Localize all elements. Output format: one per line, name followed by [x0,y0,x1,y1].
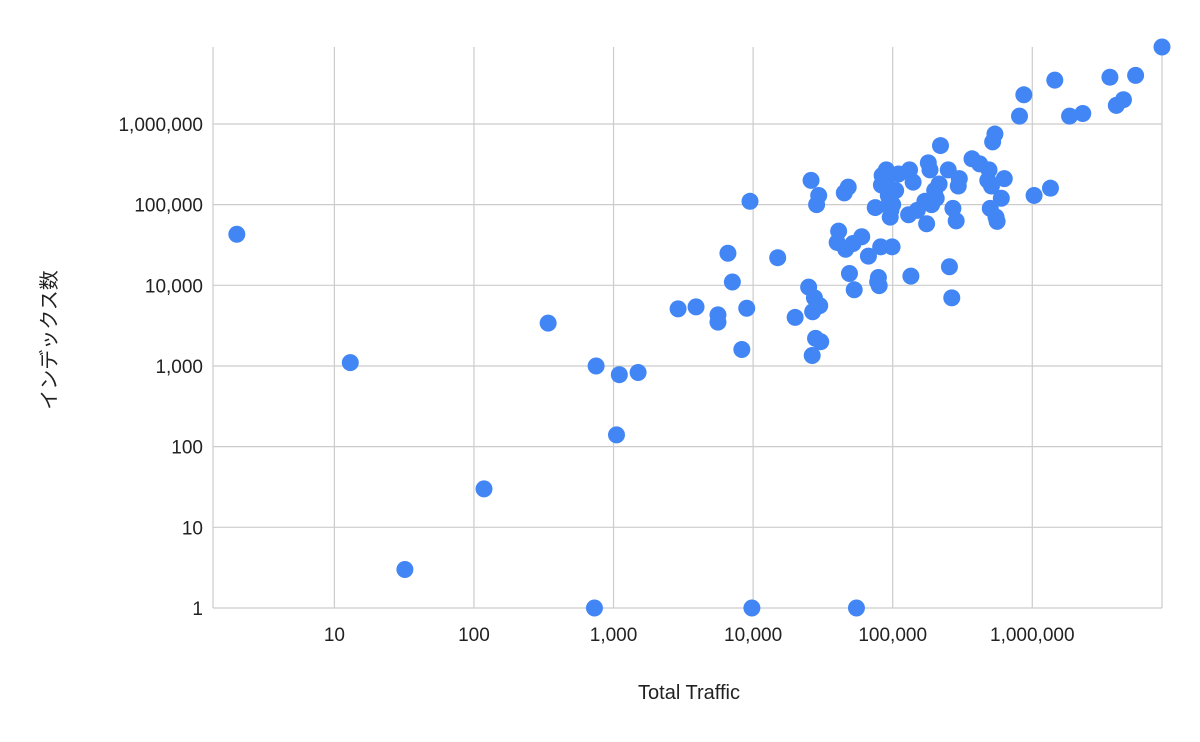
data-point [940,258,958,276]
data-point [803,346,821,364]
data-point [587,357,605,375]
x-tick-label: 1,000 [590,625,638,646]
data-point [1015,86,1033,104]
y-tick-label: 100 [171,438,203,459]
data-point [610,366,628,384]
data-point [887,181,905,199]
data-point [585,599,603,617]
data-point [1101,68,1119,86]
data-point [1041,179,1059,197]
data-point [918,215,936,233]
data-point [723,273,741,291]
data-point [883,238,901,256]
data-point [786,308,804,326]
data-point [812,333,830,351]
data-point [802,171,820,189]
data-point [943,289,961,307]
data-point [1011,107,1029,125]
data-point [811,297,829,315]
grid-lines [212,47,1163,609]
data-point [931,137,949,155]
data-point [904,173,922,191]
data-point [1074,104,1092,122]
data-point [845,281,863,299]
x-tick-label: 1,000,000 [990,625,1075,646]
x-tick-label: 100 [458,625,490,646]
data-point [607,426,625,444]
data-point [992,189,1010,207]
x-tick-label: 10,000 [724,625,782,646]
data-point [1114,91,1132,109]
data-point [669,300,687,318]
data-point [1025,186,1043,204]
y-tick-label: 100,000 [134,196,203,217]
x-tick-label: 100,000 [858,625,927,646]
data-point [853,228,871,246]
data-point [228,225,246,243]
data-point [719,244,737,262]
data-point [341,354,359,372]
x-tick-label: 10 [324,625,345,646]
y-tick-label: 10,000 [145,276,203,297]
data-point [839,178,857,196]
data-point [475,480,493,498]
data-point [986,125,1004,143]
data-point [687,298,705,316]
data-point [709,313,727,331]
data-point [741,192,759,210]
data-point [743,599,761,617]
data-point [840,265,858,283]
data-point [1153,38,1171,56]
data-point [884,196,902,214]
data-point [866,199,884,217]
tick-labels: 1 10 100 1,000 10,000 100,000 1,000,000 10 100 1,… [118,115,1074,646]
data-point [629,364,647,382]
data-point [859,247,877,265]
data-point [733,341,751,359]
data-point [1046,71,1064,89]
data-point [830,222,848,240]
data-point [950,170,968,188]
y-tick-label: 1,000,000 [118,115,203,136]
data-point [995,170,1013,188]
data-points [228,38,1171,617]
data-point [396,561,414,579]
data-point [539,314,557,332]
y-tick-label: 1 [192,599,203,620]
y-tick-label: 10 [182,518,203,539]
data-point [847,599,865,617]
data-point [902,267,920,285]
data-point [810,186,828,204]
y-tick-label: 1,000 [155,357,203,378]
data-point [982,177,1000,195]
data-point [947,212,965,230]
data-point [930,175,948,193]
data-point [1127,66,1145,84]
y-axis-title: インデックス数 [38,270,61,409]
x-axis-title: Total Traffic [638,682,740,704]
data-point [769,249,787,267]
data-point [927,189,945,207]
data-point [980,161,998,179]
data-point [921,161,939,179]
data-point [738,299,756,317]
data-point [1061,107,1079,125]
data-point [988,212,1006,230]
data-point [870,277,888,295]
